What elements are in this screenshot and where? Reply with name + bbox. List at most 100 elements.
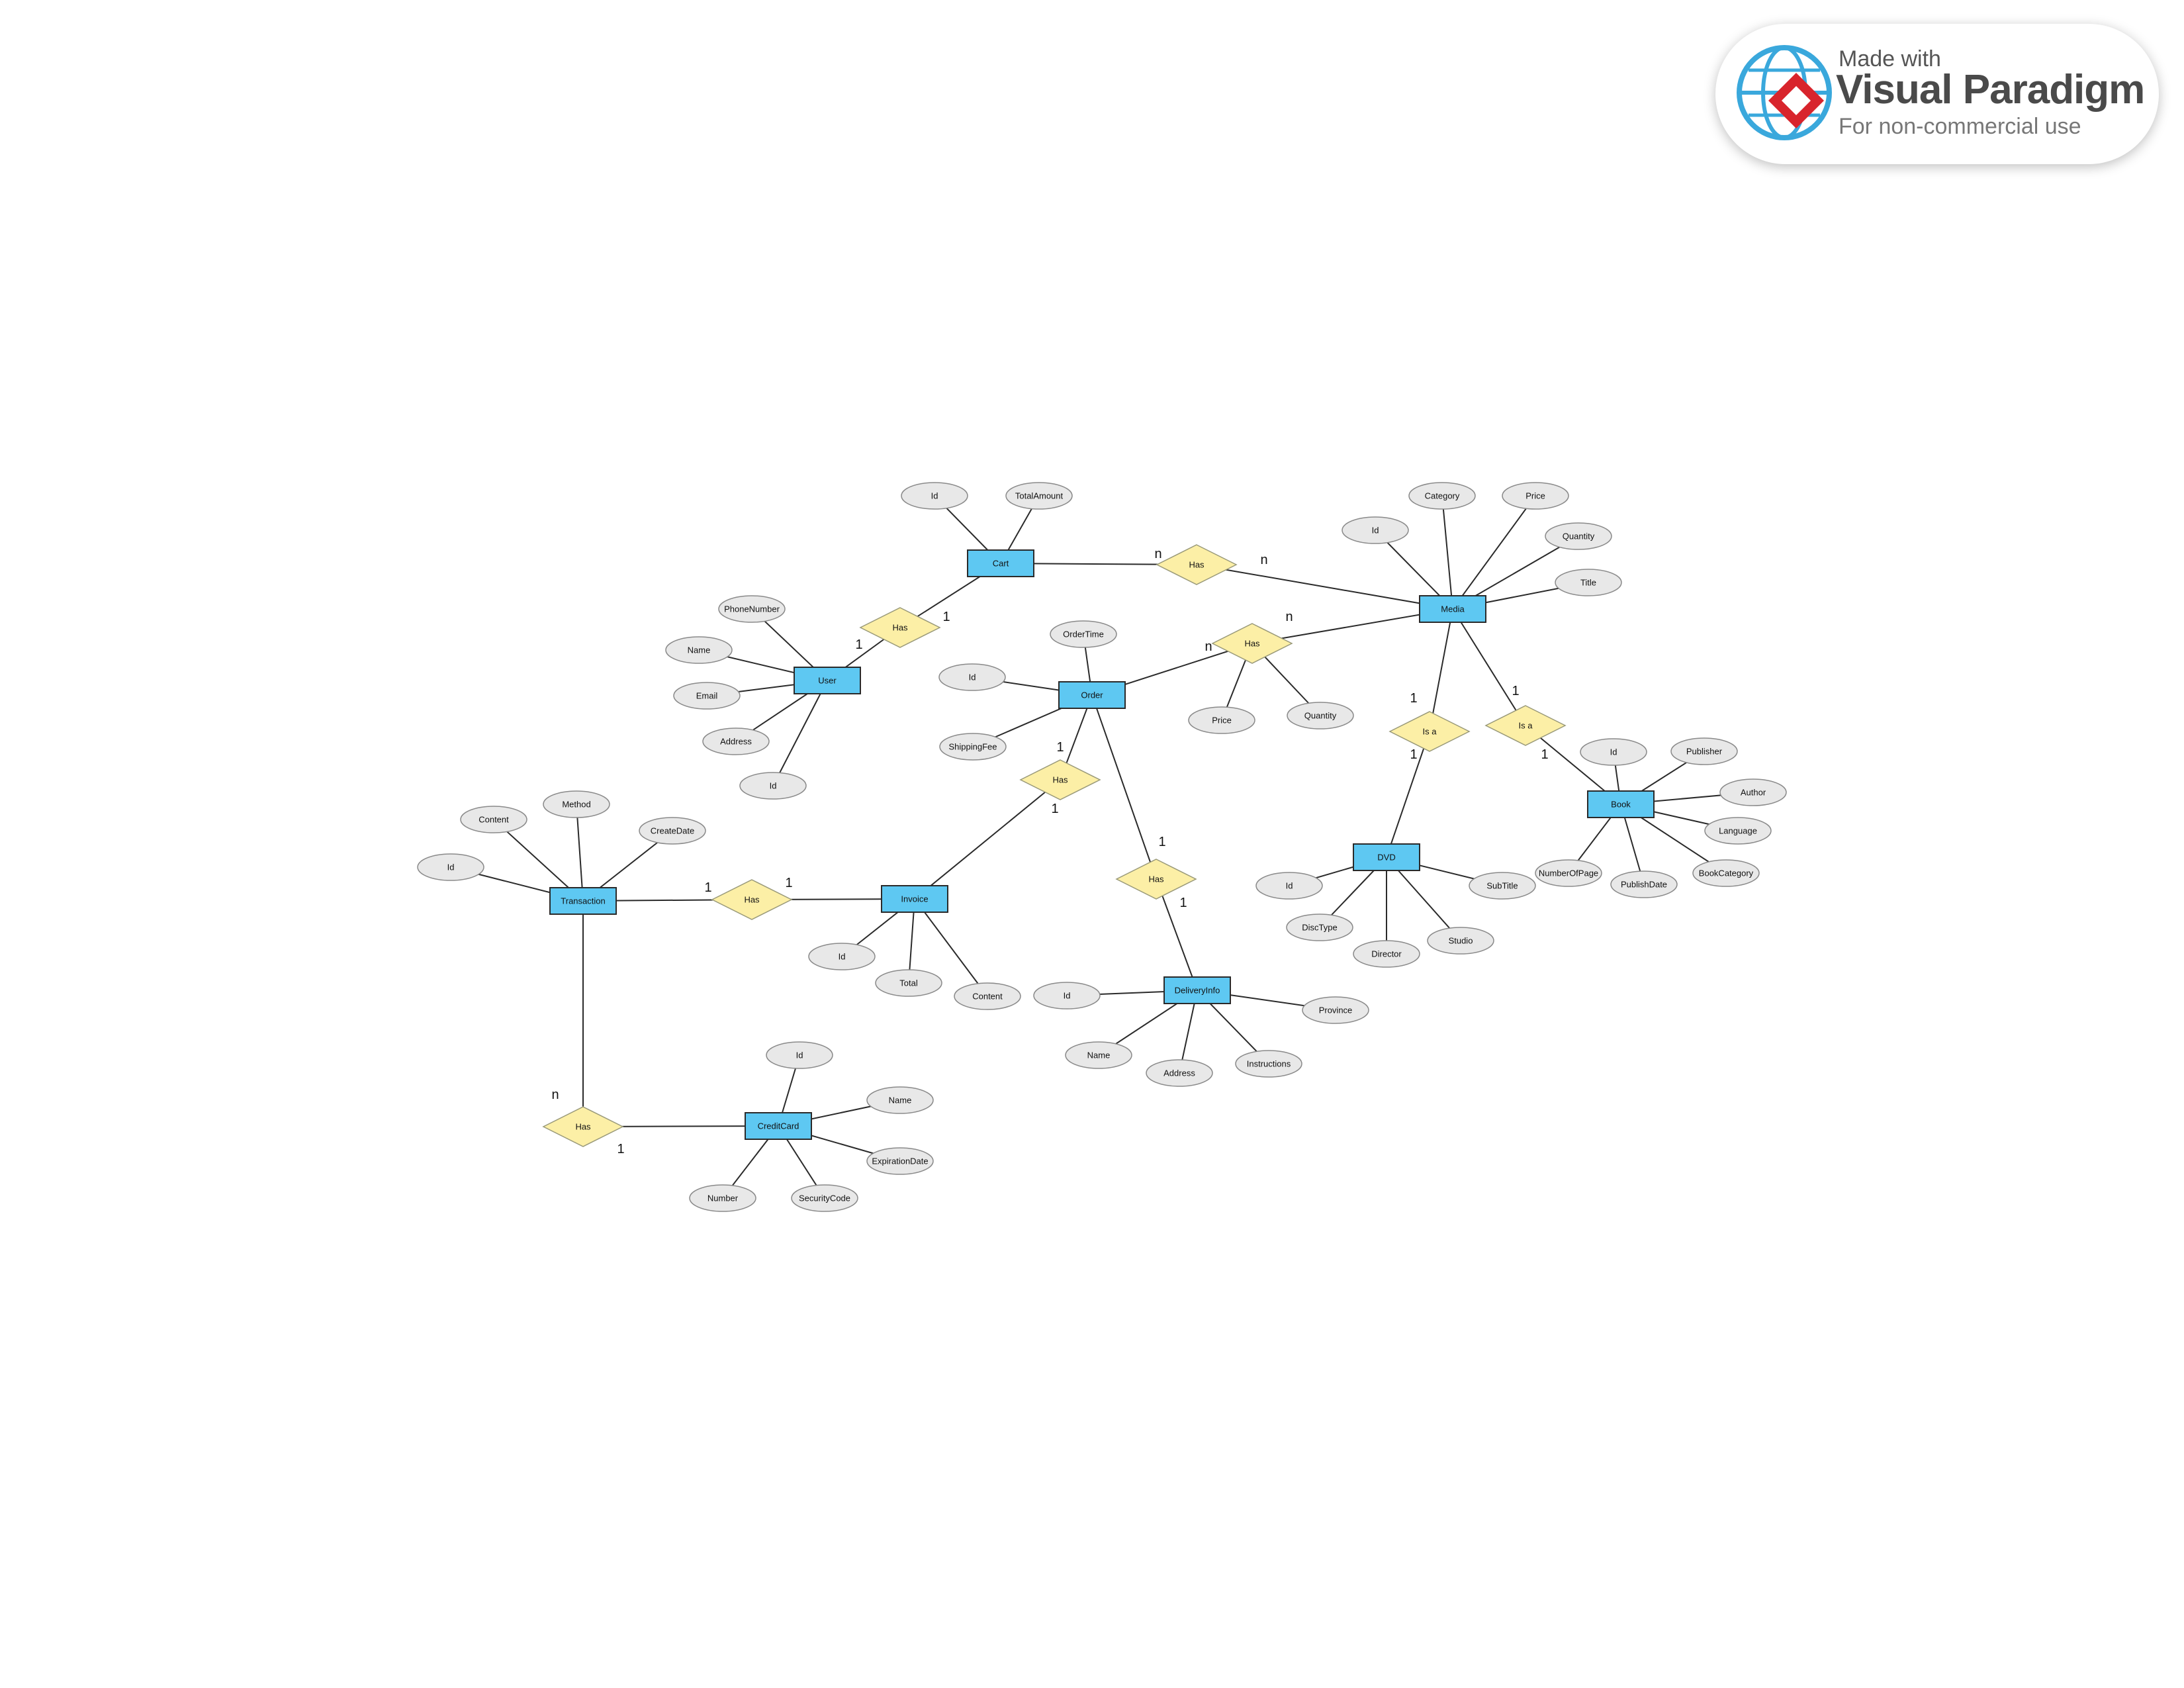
attribute-cc-security[interactable]: SecurityCode [791,1184,858,1212]
attribute-tx-content[interactable]: Content [460,806,527,833]
attribute-book-language[interactable]: Language [1704,817,1772,845]
attribute-shape [1342,516,1409,544]
attribute-label: Price [1525,491,1545,501]
entity-creditcard[interactable]: CreditCard [745,1112,812,1140]
attribute-dvd-studio[interactable]: Studio [1427,927,1494,955]
attribute-tx-method[interactable]: Method [543,790,610,818]
attribute-book-pages[interactable]: NumberOfPage [1535,859,1602,887]
attribute-user-phone[interactable]: PhoneNumber [718,595,786,623]
attribute-user-id[interactable]: Id [739,772,807,800]
relationship-r-transaction-card[interactable]: Has [542,1106,624,1147]
entity-deliveryinfo[interactable]: DeliveryInfo [1163,976,1231,1004]
attribute-book-id[interactable]: Id [1580,738,1647,766]
attribute-shape [866,1086,934,1114]
attribute-invoice-id[interactable]: Id [808,943,876,970]
attribute-di-province[interactable]: Province [1302,996,1369,1024]
entity-transaction[interactable]: Transaction [549,887,617,915]
attribute-label: ExpirationDate [872,1156,928,1166]
entity-dvd[interactable]: DVD [1353,843,1420,871]
attribute-media-category[interactable]: Category [1408,482,1476,510]
relationship-label: Is a [1519,721,1533,731]
attribute-media-quantity[interactable]: Quantity [1545,522,1612,550]
attribute-shape [665,636,733,664]
entity-media[interactable]: Media [1419,595,1486,623]
relationship-r-order-invoice[interactable]: Has [1019,759,1101,800]
attribute-user-email[interactable]: Email [673,682,741,710]
attribute-label: Address [1163,1068,1195,1078]
attribute-order-shipping[interactable]: ShippingFee [939,733,1007,761]
attribute-dvd-subtitle[interactable]: SubTitle [1469,872,1536,900]
entity-label: Media [1441,604,1465,614]
attribute-om-quantity[interactable]: Quantity [1287,702,1354,729]
attribute-cart-total[interactable]: TotalAmount [1005,482,1073,510]
entity-label: Cart [993,559,1009,569]
attribute-media-title[interactable]: Title [1555,569,1622,596]
attribute-shape [1408,482,1476,510]
attribute-user-address[interactable]: Address [702,727,770,755]
attribute-book-publishdate[interactable]: PublishDate [1610,870,1678,898]
attribute-shape [702,727,770,755]
attribute-label: Province [1319,1006,1353,1015]
attribute-label: Total [899,978,918,988]
attribute-tx-createdate[interactable]: CreateDate [639,817,706,845]
attribute-label: Category [1425,491,1460,501]
entity-invoice[interactable]: Invoice [881,885,948,913]
attribute-cc-id[interactable]: Id [766,1041,833,1069]
entity-cart[interactable]: Cart [967,549,1034,577]
attribute-shape [1050,620,1117,648]
attribute-label: Id [839,952,846,962]
cardinality-user-r-user-cart: 1 [855,637,862,652]
attribute-label: Id [1064,991,1071,1001]
attribute-book-publisher[interactable]: Publisher [1670,737,1738,765]
attribute-cc-expiration[interactable]: ExpirationDate [866,1147,934,1175]
relationship-r-user-cart[interactable]: Has [859,607,941,648]
relationship-r-order-delivery[interactable]: Has [1115,859,1197,900]
relationship-r-cart-media[interactable]: Has [1156,544,1238,585]
relationship-r-media-book[interactable]: Is a [1484,705,1567,746]
attribute-di-name[interactable]: Name [1065,1041,1132,1069]
attribute-order-id[interactable]: Id [938,663,1006,691]
attribute-shape [460,806,527,833]
attribute-cart-id[interactable]: Id [901,482,968,510]
cardinality-transaction-r-transaction-invoice: 1 [704,880,711,895]
attribute-di-instructions[interactable]: Instructions [1235,1050,1302,1078]
attribute-invoice-total[interactable]: Total [875,969,942,997]
attribute-media-id[interactable]: Id [1342,516,1409,544]
attribute-cc-number[interactable]: Number [689,1184,756,1212]
attribute-shape [1580,738,1647,766]
entity-order[interactable]: Order [1058,681,1126,709]
attribute-di-address[interactable]: Address [1146,1059,1213,1087]
attribute-dvd-id[interactable]: Id [1255,872,1323,900]
attribute-label: Content [478,815,509,825]
attribute-shape [1005,482,1073,510]
attribute-book-category[interactable]: BookCategory [1692,859,1760,887]
attribute-book-author[interactable]: Author [1719,778,1787,806]
entity-user[interactable]: User [794,667,861,694]
attribute-user-name[interactable]: Name [665,636,733,664]
entity-book[interactable]: Book [1587,790,1655,818]
cardinality-book-r-media-book: 1 [1541,747,1548,762]
relationship-r-transaction-invoice[interactable]: Has [711,879,793,920]
attribute-shape [939,733,1007,761]
attribute-link-user-id [772,680,828,786]
attribute-order-time[interactable]: OrderTime [1050,620,1117,648]
attribute-di-id[interactable]: Id [1033,982,1101,1009]
attribute-tx-id[interactable]: Id [417,853,484,881]
attribute-dvd-director[interactable]: Director [1353,940,1420,968]
attribute-label: Address [720,737,752,747]
cardinality-media-r-media-book: 1 [1512,684,1519,698]
relationship-r-order-media[interactable]: Has [1211,623,1293,664]
relationship-r-media-dvd[interactable]: Is a [1388,711,1471,752]
entity-label: Order [1081,690,1103,700]
attribute-invoice-content[interactable]: Content [954,982,1021,1010]
relationship-label: Has [1189,560,1205,570]
attribute-label: Name [688,645,711,655]
attribute-shape [1427,927,1494,955]
attribute-shape [938,663,1006,691]
attribute-cc-name[interactable]: Name [866,1086,934,1114]
attribute-om-price[interactable]: Price [1188,706,1255,734]
attribute-dvd-disctype[interactable]: DiscType [1286,914,1353,941]
relationship-label: Has [1052,775,1068,785]
attribute-media-price[interactable]: Price [1502,482,1569,510]
